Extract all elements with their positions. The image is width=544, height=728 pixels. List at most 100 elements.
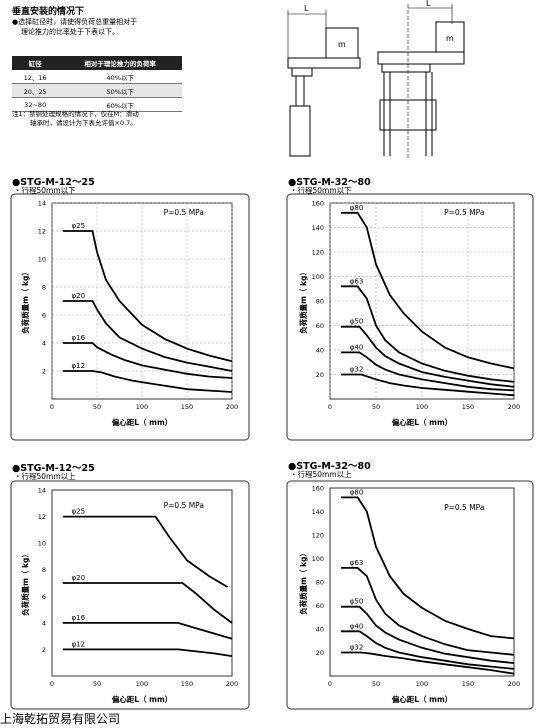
y-tick-label: 60 <box>316 322 324 330</box>
x-tick-label: 50 <box>372 403 380 411</box>
y-tick-label: 100 <box>312 273 324 281</box>
series-line-φ40 <box>341 630 515 670</box>
y-axis-label: 负荷质量m（ kg） <box>20 268 30 334</box>
series-label: φ16 <box>72 334 86 342</box>
series-label: φ16 <box>72 614 86 622</box>
y-tick-label: 6 <box>42 593 46 601</box>
x-tick-label: 0 <box>328 680 332 688</box>
series-line-φ32 <box>341 651 515 675</box>
series-line-φ32 <box>341 373 515 397</box>
series-line-φ50 <box>341 605 515 664</box>
y-tick-label: 140 <box>312 224 324 232</box>
series-line-φ16 <box>62 622 233 640</box>
y-axis-label: 负荷质量m（ kg） <box>298 549 308 615</box>
y-tick-label: 10 <box>38 256 46 264</box>
footnote: 注1：禁铜处理规格的情况下，仅在M：滑动 轴承时，请设计为下表允许值×0.7。 <box>12 110 212 128</box>
x-tick-label: 200 <box>226 680 238 688</box>
x-axis-label: 偏心距L（ mm） <box>392 417 453 427</box>
series-label: φ12 <box>72 640 86 648</box>
table-cell: 12、16 <box>12 70 59 84</box>
x-tick-label: 100 <box>136 403 148 411</box>
dimension-label: L <box>426 0 431 8</box>
series-label: φ80 <box>350 488 364 496</box>
series-line-φ20 <box>62 300 233 372</box>
mass-label: m <box>338 40 346 49</box>
load-rate-table: 缸径 相对于理论推力的负荷率 12、16 40%以下 20、25 50%以下 3… <box>12 56 182 112</box>
series-label: φ50 <box>350 598 364 606</box>
y-tick-label: 140 <box>312 508 324 516</box>
y-tick-label: 80 <box>316 298 324 306</box>
top-plate-right <box>377 51 465 65</box>
y-tick-label: 20 <box>316 371 324 379</box>
cylinder-body-right <box>379 99 437 131</box>
plate-step-right <box>381 63 431 73</box>
chart-load-vs-eccentricity-2: 20 40 60 80 100 120 140 160 0 50 100 150 200 偏心距L（ mm… <box>286 193 534 441</box>
x-tick-label: 50 <box>372 680 380 688</box>
table-cell: 50%以下 <box>58 83 182 98</box>
selection-note-line1: ●选择缸径时，请使得负荷总重量相对于 <box>12 18 138 26</box>
series-label: φ40 <box>350 343 364 351</box>
y-tick-label: 6 <box>42 312 46 320</box>
x-tick-label: 200 <box>508 680 520 688</box>
y-tick-label: 10 <box>38 540 46 548</box>
y-tick-label: 160 <box>312 200 324 208</box>
y-tick-label: 100 <box>312 555 324 563</box>
x-tick-label: 150 <box>462 403 474 411</box>
series-label: φ20 <box>72 292 86 300</box>
top-plate-left <box>287 57 361 69</box>
y-tick-label: 120 <box>312 532 324 540</box>
y-tick-label: 2 <box>42 646 46 654</box>
y-tick-label: 12 <box>38 513 46 521</box>
series-line-φ80 <box>341 211 515 370</box>
y-tick-label: 2 <box>42 368 46 376</box>
table-row: 20、25 50%以下 <box>12 83 182 98</box>
y-tick-label: 40 <box>316 626 324 634</box>
x-axis-label: 偏心距L（ mm） <box>392 694 453 704</box>
table-header-load-rate: 相对于理论推力的负荷率 <box>58 56 182 70</box>
table-row: 32~80 60%以下 <box>12 97 182 112</box>
y-tick-label: 14 <box>38 487 46 495</box>
vertical-mount-diagram: L m L m <box>287 0 465 160</box>
chart-border <box>286 480 534 710</box>
x-tick-label: 150 <box>181 680 193 688</box>
table-cell: 20、25 <box>12 83 59 98</box>
y-tick-label: 40 <box>316 347 324 355</box>
y-tick-label: 60 <box>316 602 324 610</box>
chart-subtitle: ・行程50mm以下 <box>14 186 76 195</box>
series-line-φ25 <box>62 230 233 363</box>
y-tick-label: 14 <box>38 200 46 208</box>
chart-subtitle: ・行程50mm以上 <box>14 472 76 481</box>
pressure-annotation: P=0.5 MPa <box>444 208 484 217</box>
series-line-φ12 <box>62 648 233 657</box>
y-axis-label: 负荷质量m（ kg） <box>20 550 30 616</box>
x-tick-label: 0 <box>50 403 54 411</box>
x-tick-label: 200 <box>508 403 520 411</box>
cylinder-body-left <box>289 105 311 157</box>
y-tick-label: 20 <box>316 649 324 657</box>
series-line-φ80 <box>341 496 515 640</box>
pressure-annotation: P=0.5 MPa <box>444 503 484 512</box>
y-tick-label: 12 <box>38 228 46 236</box>
chart-border <box>286 193 534 441</box>
footnote-line1: 注1：禁铜处理规格的情况下，仅在M：滑动 <box>12 110 139 118</box>
series-label: φ20 <box>72 574 86 582</box>
series-label: φ50 <box>350 318 364 326</box>
mass-label: m <box>446 34 454 43</box>
x-tick-label: 100 <box>416 680 428 688</box>
pressure-annotation: P=0.5 MPa <box>164 208 204 217</box>
y-tick-label: 80 <box>316 579 324 587</box>
chart-title: ●STG-M-32～80 <box>288 461 371 472</box>
x-tick-label: 100 <box>136 680 148 688</box>
plot-area <box>329 487 515 677</box>
x-axis-label: 偏心距L（ mm） <box>112 694 173 704</box>
x-tick-label: 50 <box>93 680 101 688</box>
y-tick-label: 160 <box>312 485 324 493</box>
x-axis-label: 偏心距L（ mm） <box>112 417 173 427</box>
selection-note-line2: 理论推力的比率处于下表以下。 <box>21 28 119 36</box>
series-line-φ50 <box>341 325 515 388</box>
chart-title: ●STG-M-12～25 <box>12 463 95 474</box>
series-label: φ63 <box>350 277 364 285</box>
chart-title: ●STG-M-12～25 <box>12 177 95 188</box>
series-label: φ32 <box>350 366 364 374</box>
chart-title: ●STG-M-32～80 <box>288 177 371 188</box>
